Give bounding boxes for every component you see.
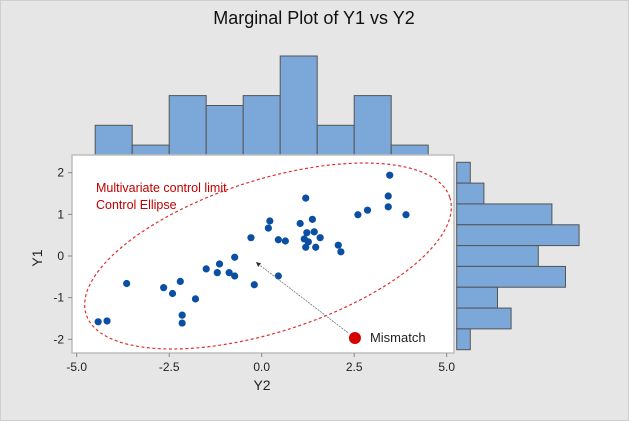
- top-histogram-bar: [168, 95, 207, 156]
- x-tick-label: 0.0: [253, 360, 270, 374]
- control-ellipse: [84, 162, 452, 350]
- data-point: [354, 211, 362, 219]
- data-point: [215, 260, 224, 268]
- x-axis: -5.0 -2.5 0.0 2.5 5.0: [66, 353, 455, 374]
- top-histogram-bar: [205, 105, 244, 156]
- data-point: [337, 248, 345, 256]
- top-histogram-bar: [242, 95, 281, 156]
- y-tick-label: 1: [57, 207, 64, 221]
- data-point: [281, 237, 289, 245]
- right-histogram-bar: [456, 307, 512, 330]
- top-histogram-bar: [390, 144, 429, 156]
- data-point: [103, 317, 111, 325]
- data-point: [363, 206, 372, 214]
- data-point: [308, 215, 316, 223]
- right-histogram-bar: [456, 245, 539, 267]
- data-point: [310, 228, 318, 236]
- x-tick-label: -2.5: [159, 360, 180, 374]
- data-point: [302, 194, 310, 202]
- top-histogram-bar: [279, 55, 318, 156]
- y-tick-label: 2: [57, 166, 64, 180]
- data-point: [296, 219, 304, 228]
- data-point: [123, 279, 131, 288]
- data-point: [231, 253, 239, 261]
- top-histogram-bar: [131, 144, 170, 156]
- x-axis-label: Y2: [253, 377, 270, 393]
- right-histogram-bar: [456, 265, 567, 288]
- data-point: [384, 203, 392, 211]
- x-tick-label: -5.0: [66, 360, 87, 374]
- data-point: [168, 289, 177, 298]
- data-point: [316, 234, 324, 242]
- data-point: [402, 211, 410, 219]
- data-point: [176, 277, 184, 286]
- right-histogram-bar: [456, 286, 499, 309]
- scatter-points: [94, 171, 410, 327]
- right-histogram-bar: [456, 182, 485, 205]
- data-point: [213, 269, 221, 277]
- data-point: [225, 269, 233, 277]
- data-point: [302, 243, 310, 251]
- x-tick-label: 2.5: [346, 360, 363, 374]
- top-histogram-bar: [316, 124, 355, 156]
- data-point: [312, 243, 320, 251]
- data-point: [160, 284, 168, 292]
- data-point: [334, 241, 342, 249]
- data-point: [264, 224, 272, 232]
- top-histogram-bar: [94, 124, 133, 156]
- data-point: [303, 229, 311, 237]
- x-tick-label: 5.0: [438, 360, 455, 374]
- data-point: [178, 319, 186, 327]
- y-tick-label: -2: [53, 332, 64, 346]
- data-point: [274, 272, 282, 280]
- data-point: [94, 318, 102, 326]
- right-histogram-bar: [456, 328, 471, 351]
- y-tick-label: 0: [57, 249, 64, 263]
- data-point: [386, 171, 394, 179]
- data-point: [266, 217, 274, 225]
- outlier-group: [255, 262, 361, 345]
- plot-area: [71, 154, 455, 354]
- right-histogram-bar: [456, 224, 580, 247]
- ellipse-label-line-1: Multivariate control limit: [96, 181, 227, 195]
- top-histogram-bar: [353, 95, 392, 156]
- data-point: [191, 295, 200, 303]
- data-point: [250, 281, 258, 289]
- data-point: [178, 311, 186, 319]
- data-point: [304, 238, 312, 246]
- right-histogram-bar: [456, 161, 471, 184]
- data-point: [247, 234, 255, 242]
- ellipse-label-line-2: Control Ellipse: [96, 198, 177, 212]
- right-histogram: [456, 161, 580, 351]
- top-histogram: [94, 55, 429, 156]
- data-point: [231, 272, 239, 280]
- data-point: [202, 265, 210, 273]
- y-tick-label: -1: [53, 291, 64, 305]
- outlier-point: [348, 332, 361, 345]
- outlier-label: Mismatch: [370, 330, 426, 345]
- data-point: [274, 236, 282, 244]
- chart-title: Marginal Plot of Y1 vs Y2: [213, 8, 414, 28]
- y-axis: -2 -1 0 1 2: [53, 166, 72, 346]
- outlier-arrow: [255, 262, 349, 333]
- y-axis-label: Y1: [29, 249, 45, 266]
- data-point: [384, 192, 392, 200]
- right-histogram-bar: [456, 203, 553, 226]
